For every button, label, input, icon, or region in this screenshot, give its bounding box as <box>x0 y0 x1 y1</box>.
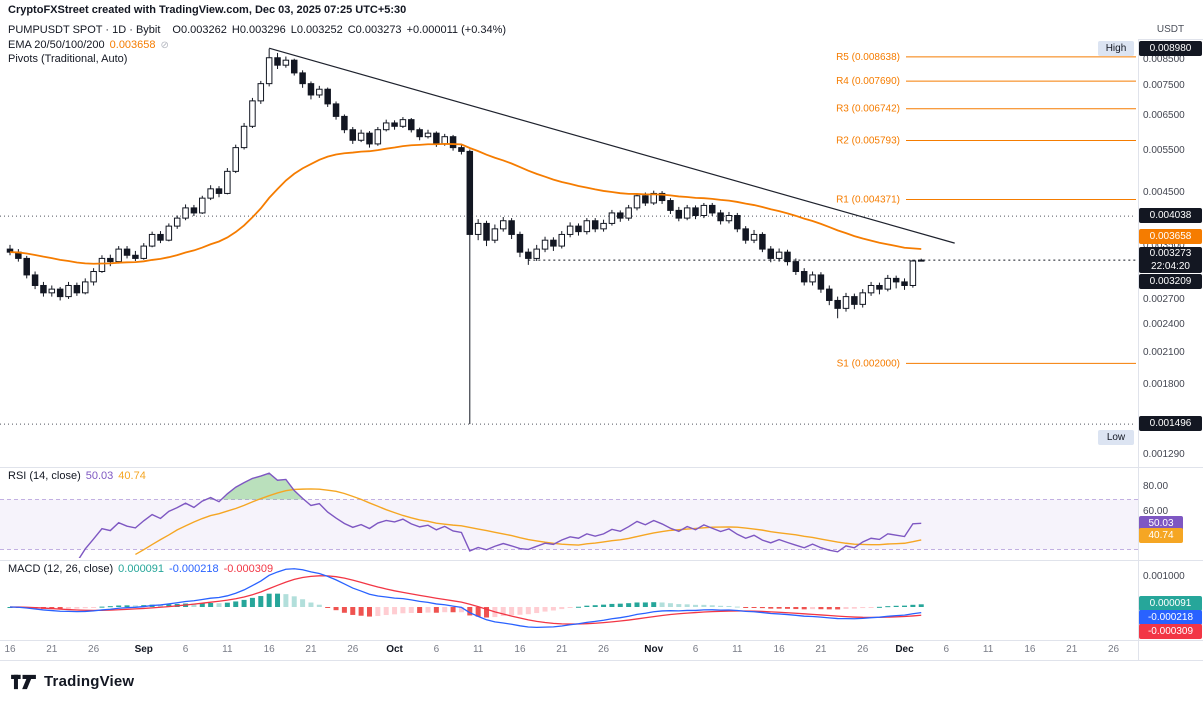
macd-tick: 0.001000 <box>1143 571 1185 582</box>
pane-separator-price-rsi[interactable] <box>0 467 1203 468</box>
price-tick: 0.008500 <box>1143 54 1185 66</box>
axis-badge-0.003658: 0.003658 <box>1139 228 1202 244</box>
ema-title: EMA 20/50/100/200 <box>8 39 105 51</box>
macd-signal-value: -0.000309 <box>223 563 274 575</box>
chart-bottom-border <box>0 660 1203 661</box>
time-label: 11 <box>472 644 484 655</box>
time-label: 16 <box>263 644 275 655</box>
time-axis-separator <box>0 640 1203 641</box>
time-label: 11 <box>732 644 743 655</box>
ema-current-value: 0.003658 <box>109 39 156 51</box>
time-label: 21 <box>305 644 317 655</box>
time-label: 16 <box>1024 644 1036 655</box>
rsi-title: RSI (14, close) <box>8 470 81 482</box>
time-label: Dec <box>895 644 914 655</box>
price-tick: 0.002700 <box>1143 294 1185 306</box>
price-tick: 0.005500 <box>1143 145 1185 157</box>
rsi-current-value: 50.03 <box>85 470 114 482</box>
svg-text:R2 (0.005793): R2 (0.005793) <box>836 136 900 147</box>
axis-badge-0.003273: 0.003273 22:04:20 <box>1139 247 1202 274</box>
axis-badge-0.003209: 0.003209 <box>1139 274 1202 290</box>
rsi-legend-row[interactable]: RSI (14, close) 50.03 40.74 <box>8 470 146 482</box>
svg-text:R5 (0.008638): R5 (0.008638) <box>836 52 900 63</box>
time-label: 21 <box>815 644 827 655</box>
macd-hist-value: 0.000091 <box>118 563 165 575</box>
macd-line-value: -0.000218 <box>169 563 219 575</box>
time-label: 16 <box>4 644 16 655</box>
price-tick: 0.001800 <box>1143 379 1185 391</box>
rsi-badge: 40.74 <box>1139 528 1183 544</box>
time-label: 26 <box>88 644 100 655</box>
axis-badge-0.004038: 0.004038 <box>1139 208 1202 224</box>
rsi-ma-value: 40.74 <box>118 470 146 482</box>
time-label: Nov <box>644 644 664 655</box>
time-label: 6 <box>182 644 189 655</box>
change-value: +0.000011 (+0.34%) <box>406 24 507 36</box>
rsi-tick: 60.00 <box>1143 506 1169 517</box>
time-label: 11 <box>982 644 994 655</box>
time-label: 26 <box>347 644 359 655</box>
axis-badge-low: Low <box>1098 430 1134 446</box>
tradingview-logo-mark <box>11 674 36 690</box>
ema-hide-icon[interactable]: ⊘ <box>160 39 169 51</box>
svg-text:R3 (0.006742): R3 (0.006742) <box>836 104 900 115</box>
high-label: H0.003296 <box>231 24 286 36</box>
macd-legend-row[interactable]: MACD (12, 26, close) 0.000091 -0.000218 … <box>8 563 273 575</box>
low-label: L0.003252 <box>290 24 343 36</box>
macd-badge: -0.000309 <box>1139 624 1202 640</box>
tradingview-logo-text: TradingView <box>44 673 135 690</box>
time-label: 21 <box>1066 644 1078 655</box>
svg-text:R4 (0.007690): R4 (0.007690) <box>836 76 900 87</box>
pivots-title: Pivots (Traditional, Auto) <box>8 53 128 65</box>
time-label: 26 <box>857 644 869 655</box>
axis-badge-0.001496: 0.001496 <box>1139 416 1202 432</box>
time-label: 6 <box>943 644 950 655</box>
ema-legend-row[interactable]: EMA 20/50/100/200 0.003658 ⊘ <box>8 39 169 51</box>
time-label: Oct <box>386 644 403 655</box>
time-label: 16 <box>773 644 785 655</box>
close-label: C0.003273 <box>347 24 402 36</box>
macd-badge: 0.000091 <box>1139 596 1202 612</box>
price-tick: 0.006500 <box>1143 110 1185 122</box>
rsi-tick: 80.00 <box>1143 481 1169 492</box>
pane-separator-rsi-macd[interactable] <box>0 560 1203 561</box>
axis-currency-label[interactable]: USDT <box>1138 20 1203 40</box>
price-tick: 0.001290 <box>1143 449 1185 461</box>
attribution-text: CryptoFXStreet created with TradingView.… <box>8 4 407 16</box>
time-label: 6 <box>692 644 699 655</box>
time-label: 11 <box>222 644 233 655</box>
time-label: 21 <box>46 644 58 655</box>
price-tick: 0.004500 <box>1143 187 1185 199</box>
time-label: 26 <box>597 644 610 655</box>
symbol-legend-row[interactable]: PUMPUSDT SPOT · 1D · Bybit O0.003262 H0.… <box>8 24 506 36</box>
time-label: 21 <box>556 644 568 655</box>
open-label: O0.003262 <box>172 24 227 36</box>
time-label: Sep <box>134 644 153 655</box>
axis-badge-high: High <box>1098 40 1134 56</box>
price-axis-separator <box>1138 20 1139 660</box>
price-tick: 0.002400 <box>1143 319 1185 331</box>
axis-badge-0.008980: 0.008980 <box>1139 40 1202 56</box>
price-tick: 0.002100 <box>1143 347 1185 359</box>
symbol-title: PUMPUSDT SPOT · 1D · Bybit <box>8 24 161 36</box>
tradingview-logo[interactable]: TradingView <box>10 671 134 692</box>
macd-title: MACD (12, 26, close) <box>8 563 114 575</box>
price-tick: 0.007500 <box>1143 80 1185 92</box>
price-tick: 0.003500 <box>1143 240 1185 252</box>
time-label: 6 <box>433 644 440 655</box>
time-label: 26 <box>1107 644 1120 655</box>
macd-badge: -0.000218 <box>1139 610 1202 626</box>
svg-text:S1 (0.002000): S1 (0.002000) <box>837 358 900 369</box>
time-label: 16 <box>514 644 526 655</box>
pivots-legend-row[interactable]: Pivots (Traditional, Auto) <box>8 53 127 65</box>
svg-text:R1 (0.004371): R1 (0.004371) <box>836 195 900 206</box>
rsi-badge: 50.03 <box>1139 516 1183 532</box>
